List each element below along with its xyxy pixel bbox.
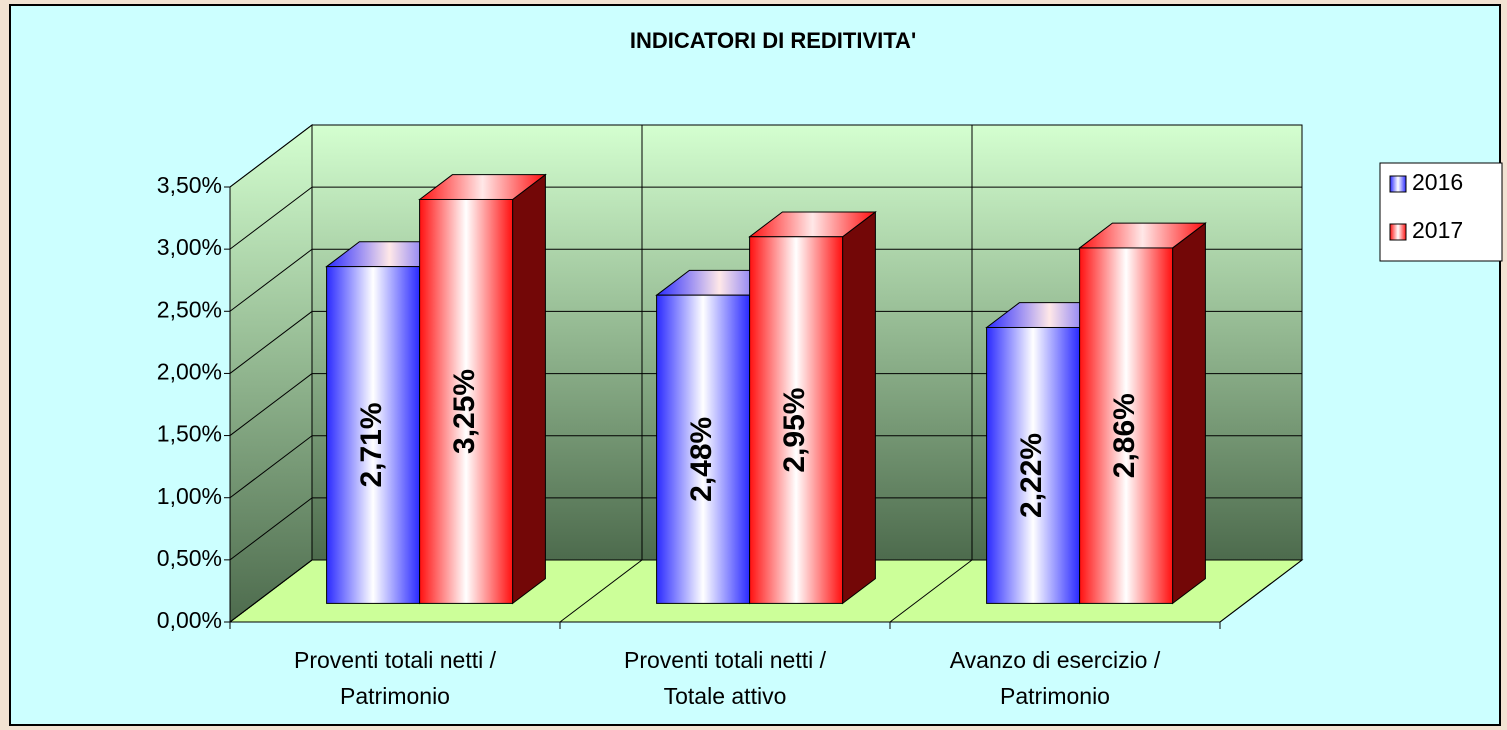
data-label: 2,71% xyxy=(355,402,388,487)
side-wall xyxy=(229,123,313,624)
chart-title: INDICATORI DI REDITIVITA' xyxy=(630,28,916,53)
data-label: 2,22% xyxy=(1015,433,1048,518)
grid-line xyxy=(229,186,313,250)
legend-swatch xyxy=(1389,175,1407,193)
bar-side xyxy=(512,173,546,605)
grid-line xyxy=(229,373,313,436)
legend-label: 2016 xyxy=(1412,169,1463,195)
bar xyxy=(748,210,877,605)
x-tick-label: Avanzo di esercizio / xyxy=(950,647,1161,673)
floor-divider xyxy=(1219,559,1303,623)
data-label: 3,25% xyxy=(448,369,481,454)
x-tick-label: Patrimonio xyxy=(1000,683,1110,709)
x-tick-label: Patrimonio xyxy=(340,683,450,709)
data-label: 2,86% xyxy=(1108,393,1141,478)
y-tick-label: 0,50% xyxy=(157,545,222,571)
grid-line xyxy=(229,435,313,499)
x-tick-label: Proventi totali netti / xyxy=(624,647,827,673)
y-tick-label: 0,00% xyxy=(157,607,222,633)
x-tick-label: Proventi totali netti / xyxy=(294,647,497,673)
bar-front xyxy=(749,236,844,604)
bar-front xyxy=(656,294,751,604)
grid-line xyxy=(229,248,313,312)
grid-line xyxy=(229,559,313,623)
y-tick-label: 1,00% xyxy=(157,483,222,509)
bar-front xyxy=(419,198,514,604)
floor-divider xyxy=(559,559,643,623)
data-label: 2,95% xyxy=(778,388,811,473)
grid-line xyxy=(229,497,313,561)
y-tick-label: 3,00% xyxy=(157,234,222,260)
legend-swatch xyxy=(1389,223,1407,241)
y-tick-label: 2,50% xyxy=(157,296,222,322)
bar xyxy=(1078,222,1207,605)
bar-front xyxy=(986,326,1081,604)
grid-line xyxy=(229,311,313,374)
data-label: 2,48% xyxy=(685,417,718,502)
bar-side xyxy=(1172,222,1206,605)
grid-line xyxy=(229,124,313,188)
x-tick-label: Totale attivo xyxy=(664,683,787,709)
bar-front xyxy=(1079,247,1174,604)
y-tick-label: 3,50% xyxy=(157,172,222,198)
y-tick-label: 1,50% xyxy=(157,421,222,447)
y-tick-label: 2,00% xyxy=(157,359,222,385)
bar-side xyxy=(842,210,876,605)
floor-divider xyxy=(889,559,973,623)
bar-front xyxy=(326,266,421,604)
legend-label: 2017 xyxy=(1412,217,1463,243)
bar xyxy=(418,173,547,605)
